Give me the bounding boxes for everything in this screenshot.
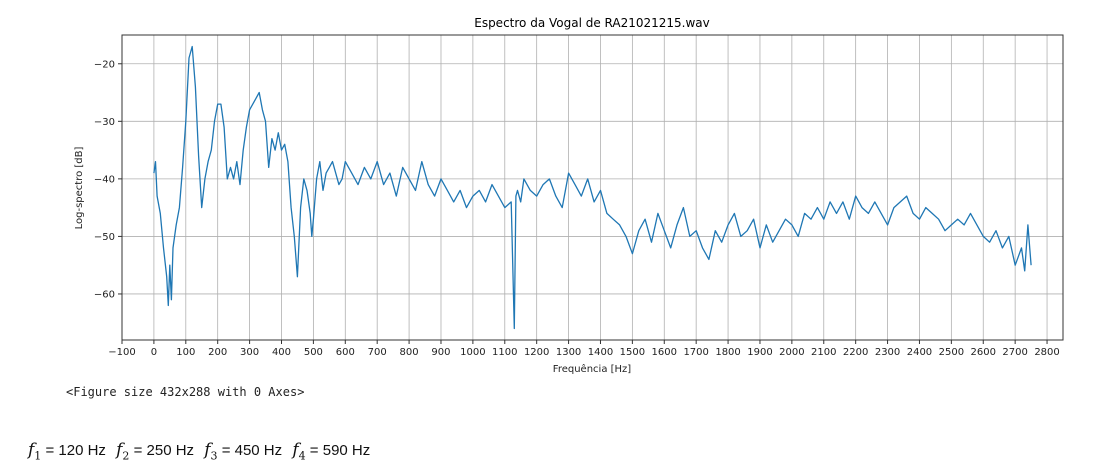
y-tick-label: −20 [94,59,115,70]
x-tick-label: 0 [151,347,157,358]
x-tick-label: 2300 [875,347,900,358]
x-axis-label: Frequência [Hz] [553,363,631,375]
formant-1-symbol: f1 [28,440,42,463]
x-tick-label: 2700 [1002,347,1027,358]
formant-1: f1 = 120 Hz [28,440,110,463]
x-tick-label: 2100 [811,347,836,358]
grid-lines [121,35,1063,340]
x-tick-label: 2000 [779,347,804,358]
x-tick-label: 1400 [588,347,613,358]
x-tick-label: 1700 [683,347,708,358]
x-tick-label: 400 [272,347,291,358]
x-tick-label: 2800 [1034,347,1059,358]
x-tick-label: 2500 [939,347,964,358]
x-tick-label: 200 [208,347,227,358]
x-tick-label: 100 [176,347,195,358]
x-tick-label: 1000 [460,347,485,358]
figure-size-output: <Figure size 432x288 with 0 Axes> [66,385,305,399]
x-tick-label: 1300 [556,347,581,358]
formant-3-symbol: f3 [204,440,218,463]
formant-1-value: = 120 Hz [45,442,106,459]
x-tick-label: 800 [400,347,419,358]
y-tick-label: −50 [94,232,115,243]
x-tick-label: 500 [304,347,323,358]
x-tick-label: 300 [240,347,259,358]
x-tick-label: 700 [368,347,387,358]
formant-2-value: = 250 Hz [133,442,195,459]
x-tick-label: 2200 [843,347,868,358]
y-tick-label: −30 [94,117,115,128]
series-line [153,45,1032,330]
x-tick-label: 2400 [907,347,932,358]
x-tick-label: 1500 [620,347,645,358]
formant-2: f2 = 250 Hz [116,440,198,463]
y-axis-ticks: −60 −50 −40 −30 −20 [94,59,122,300]
x-tick-label: 1600 [652,347,677,358]
formant-4-symbol: f4 [292,440,306,463]
plot-frame [121,34,1064,341]
x-tick-label: 1800 [715,347,740,358]
formant-3-value: = 450 Hz [221,442,283,459]
spectrum-chart: −100 0 100 200 300 400 500 600 700 800 900 1000 1100… [74,16,1064,375]
y-tick-label: −60 [94,289,115,300]
x-tick-label: 600 [336,347,355,358]
y-axis-label: Log-spectro [dB] [74,147,85,230]
y-tick-label: −40 [94,174,115,185]
x-tick-label: 2600 [971,347,996,358]
x-axis-ticks: −100 0 100 200 300 400 500 600 700 800 900 1000 1100… [108,340,1060,358]
formant-2-symbol: f2 [116,440,130,463]
x-tick-label: −100 [108,347,135,358]
x-tick-label: 1100 [492,347,517,358]
x-tick-label: 1200 [524,347,549,358]
x-tick-label: 900 [431,347,450,358]
formant-4-value: = 590 Hz [309,442,371,459]
formant-4: f4 = 590 Hz [292,440,371,463]
chart-title: Espectro da Vogal de RA21021215.wav [474,16,710,30]
formant-3: f3 = 450 Hz [204,440,286,463]
x-tick-label: 1900 [747,347,772,358]
formant-frequencies: f1 = 120 Hz f2 = 250 Hz f3 = 450 Hz f4 =… [28,440,376,462]
